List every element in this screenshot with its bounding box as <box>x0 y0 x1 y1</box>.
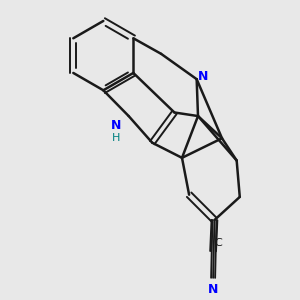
Text: N: N <box>198 70 208 83</box>
Text: C: C <box>214 238 222 248</box>
Text: H: H <box>112 133 120 143</box>
Text: N: N <box>208 283 218 296</box>
Text: N: N <box>111 119 122 132</box>
